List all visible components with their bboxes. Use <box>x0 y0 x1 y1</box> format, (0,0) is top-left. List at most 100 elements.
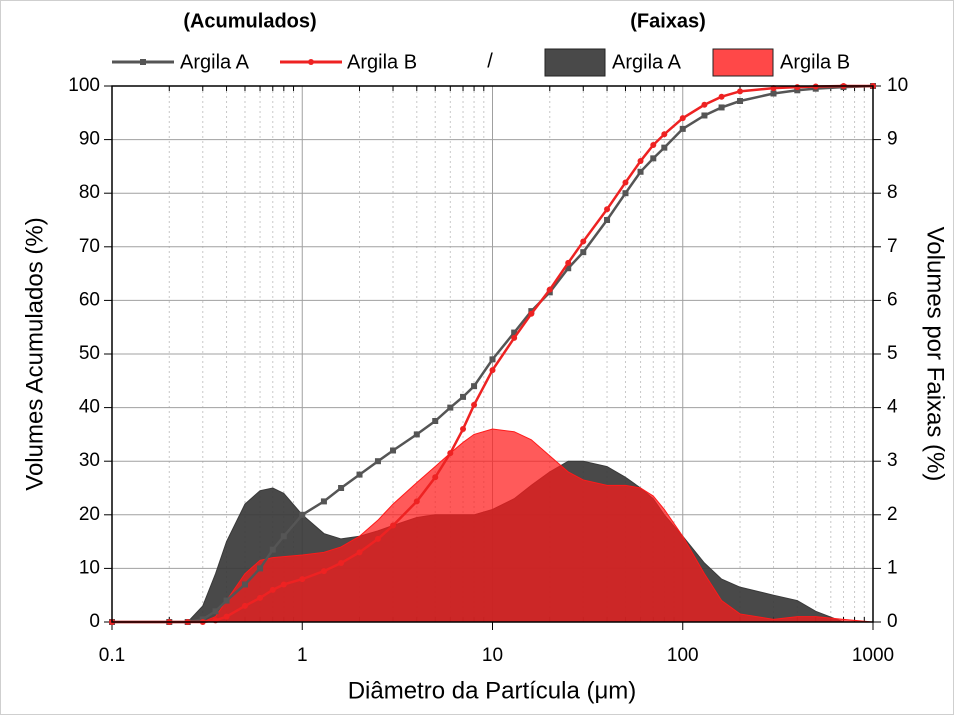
legend-title: (Faixas) <box>630 10 706 32</box>
y2-axis-label: Volumes por Faixas (%) <box>922 227 949 482</box>
y2-tick-label: 5 <box>887 343 898 364</box>
marker <box>679 125 686 132</box>
marker <box>489 367 496 374</box>
legend-title: (Acumulados) <box>183 10 316 32</box>
marker <box>320 568 327 575</box>
marker <box>460 393 467 400</box>
marker <box>604 206 611 213</box>
marker <box>413 498 420 505</box>
y2-tick-label: 9 <box>887 129 898 150</box>
marker <box>794 84 801 91</box>
marker <box>770 90 777 97</box>
y-tick-label: 10 <box>79 557 100 578</box>
marker <box>338 560 345 567</box>
y2-tick-label: 0 <box>887 611 898 632</box>
marker <box>637 168 644 175</box>
marker <box>511 334 518 341</box>
marker <box>460 426 467 433</box>
y2-tick-label: 6 <box>887 289 898 310</box>
legend-marker <box>308 59 314 65</box>
marker <box>622 190 629 197</box>
legend-marker <box>140 59 146 65</box>
marker <box>737 88 744 95</box>
marker <box>257 565 264 572</box>
marker <box>269 586 276 593</box>
marker <box>432 418 439 424</box>
y-tick-label: 20 <box>79 504 100 525</box>
legend-swatch <box>712 48 774 77</box>
marker <box>661 144 668 151</box>
marker <box>447 450 454 457</box>
marker <box>338 485 345 491</box>
marker <box>511 329 518 336</box>
y2-tick-label: 8 <box>887 182 898 203</box>
marker <box>356 549 363 556</box>
marker <box>257 594 264 601</box>
marker <box>299 576 306 583</box>
y-tick-label: 30 <box>79 450 100 471</box>
legend-label: Argila B <box>780 51 850 73</box>
y2-tick-label: 2 <box>887 504 898 525</box>
marker <box>546 286 553 293</box>
marker <box>528 310 535 317</box>
marker <box>212 608 219 615</box>
y-tick-label: 100 <box>68 75 100 96</box>
marker <box>679 115 686 122</box>
marker <box>269 546 276 553</box>
marker <box>390 447 397 454</box>
marker <box>794 87 801 94</box>
y2-tick-label: 10 <box>887 75 908 96</box>
legend-swatch <box>544 48 606 77</box>
marker <box>650 141 657 148</box>
area <box>112 428 874 623</box>
marker <box>280 581 287 588</box>
x-tick-label: 100 <box>667 645 699 666</box>
marker <box>390 522 397 529</box>
legend-separator: / <box>487 50 493 72</box>
y-tick-label: 80 <box>79 182 100 203</box>
marker <box>374 458 381 465</box>
x-tick-label: 0.1 <box>99 645 125 666</box>
marker <box>413 431 420 438</box>
marker <box>580 238 587 245</box>
marker <box>604 217 611 223</box>
marker <box>471 401 478 408</box>
marker <box>637 158 644 165</box>
x-tick-label: 1000 <box>852 645 894 666</box>
y2-tick-label: 1 <box>887 557 898 578</box>
marker <box>701 112 708 119</box>
marker <box>661 131 668 138</box>
y2-tick-label: 7 <box>887 236 898 257</box>
legend-label: Argila A <box>180 51 250 73</box>
y-axis-label: Volumes Acumulados (%) <box>21 217 48 490</box>
marker <box>223 613 230 620</box>
y-tick-label: 60 <box>79 289 100 310</box>
marker <box>241 602 248 609</box>
marker <box>580 249 587 256</box>
plot-frame <box>111 85 874 623</box>
x-axis-label: Diâmetro da Partícula (μm) <box>348 677 637 704</box>
marker <box>489 356 496 363</box>
marker <box>299 511 306 518</box>
x-tick-label: 1 <box>297 645 308 666</box>
y-tick-label: 70 <box>79 236 100 257</box>
marker <box>650 155 657 162</box>
marker <box>701 101 708 108</box>
y2-tick-label: 4 <box>887 397 898 418</box>
legend-label: Argila B <box>347 51 417 73</box>
y2-tick-label: 3 <box>887 450 898 471</box>
marker <box>374 535 381 542</box>
marker <box>432 474 439 481</box>
marker <box>565 265 572 272</box>
marker <box>565 259 572 266</box>
marker <box>241 581 248 588</box>
y-tick-label: 0 <box>89 611 100 632</box>
y-tick-label: 90 <box>79 129 100 150</box>
marker <box>447 404 454 411</box>
marker <box>718 93 725 100</box>
marker <box>280 533 287 540</box>
marker <box>622 179 629 186</box>
y-tick-label: 50 <box>79 343 100 364</box>
